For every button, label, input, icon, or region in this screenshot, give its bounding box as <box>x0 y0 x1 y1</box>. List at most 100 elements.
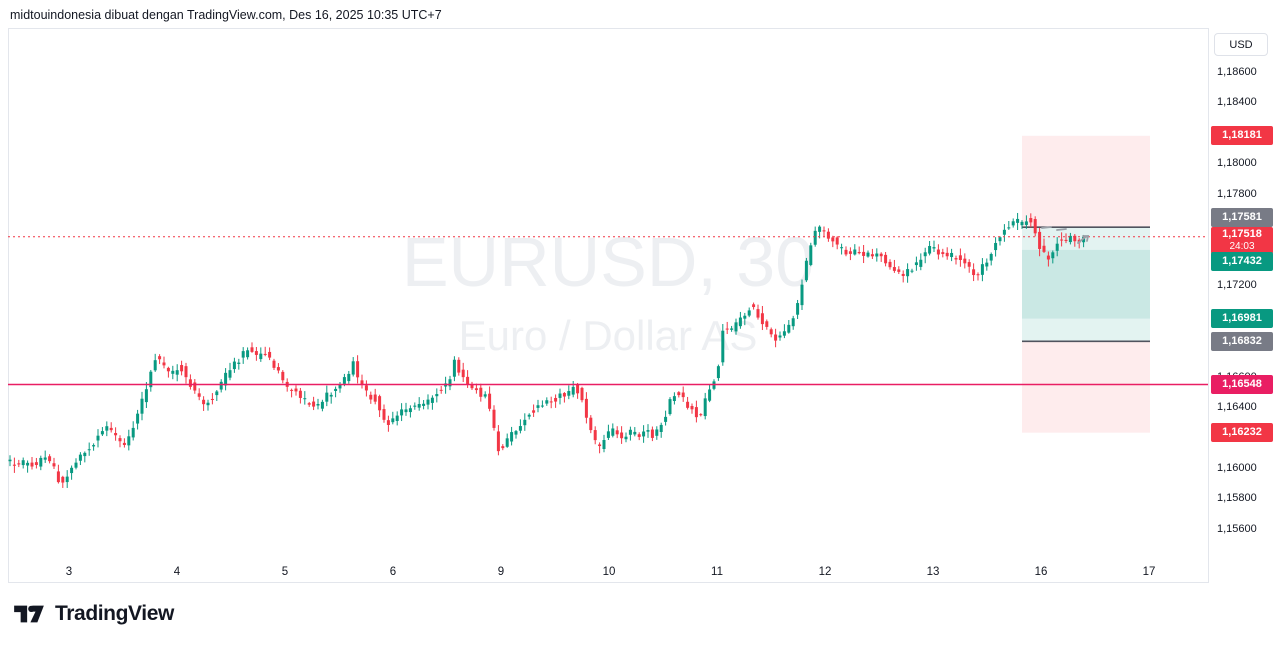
candle-body <box>611 428 615 436</box>
candle-body <box>100 431 104 435</box>
currency-toggle-button[interactable]: USD <box>1214 33 1268 56</box>
candle-body <box>716 366 720 379</box>
price-badge-last-price: 1,17518 24:03 <box>1211 226 1273 254</box>
candle-body <box>523 419 527 426</box>
candle-body <box>703 398 707 417</box>
candle-body <box>373 394 377 402</box>
candles-layer[interactable] <box>8 212 1086 488</box>
candle-body <box>272 360 276 368</box>
candle-body <box>862 251 866 256</box>
candle-body <box>809 245 813 265</box>
candle-body <box>655 429 659 436</box>
candle-body <box>61 476 65 483</box>
price-tick: 1,18400 <box>1217 96 1257 109</box>
price-axis[interactable]: USD 1,18600 1,18400 1,18000 1,17800 1,17200 1… <box>1208 28 1273 583</box>
position-profit-zone-short[interactable] <box>1022 227 1150 319</box>
candle-body <box>180 365 184 372</box>
candle-body <box>1038 231 1042 249</box>
position-profit-zone-long[interactable] <box>1022 249 1150 342</box>
candle-body <box>936 249 940 255</box>
position-stop-zone-short[interactable] <box>1022 135 1150 228</box>
candle-body <box>127 436 131 446</box>
candle-body <box>474 388 478 391</box>
candle-body <box>756 309 760 318</box>
position-stop-zone-long[interactable] <box>1022 341 1150 433</box>
candle-body <box>646 430 650 432</box>
time-label: 6 <box>389 566 397 578</box>
candle-body <box>659 424 663 432</box>
candle-body <box>1082 236 1086 243</box>
time-label: 9 <box>497 566 505 578</box>
candle-body <box>730 328 734 330</box>
candle-body <box>479 387 483 397</box>
candlestick-chart[interactable] <box>8 28 1208 583</box>
candle-body <box>39 457 43 467</box>
candle-body <box>571 386 575 395</box>
candle-body <box>56 471 60 483</box>
candle-body <box>628 429 632 435</box>
candle-body <box>118 438 122 442</box>
candle-body <box>888 261 892 268</box>
candle-body <box>202 399 206 405</box>
candle-body <box>980 264 984 275</box>
candle-body <box>74 462 78 468</box>
price-badge-horizontal-line: 1,16548 <box>1211 375 1273 395</box>
candle-body <box>466 376 470 385</box>
candle-body <box>818 226 822 232</box>
drawing-scribble[interactable] <box>1082 235 1090 242</box>
candle-body <box>496 431 500 452</box>
drawing-scribble[interactable] <box>1056 228 1067 231</box>
candle-body <box>241 351 245 358</box>
candle-body <box>734 322 738 332</box>
candle-body <box>549 401 553 403</box>
candle-body <box>967 262 971 267</box>
candle-body <box>1033 219 1037 234</box>
candle-body <box>620 432 624 439</box>
candle-body <box>316 404 320 406</box>
candle-body <box>131 427 135 438</box>
candle-body <box>210 398 214 400</box>
price-tick: 1,15600 <box>1217 522 1257 535</box>
candle-body <box>488 393 492 409</box>
tradingview-logo[interactable]: TradingView <box>12 601 174 627</box>
candle-body <box>122 442 126 445</box>
candle-body <box>791 318 795 327</box>
candle-body <box>193 382 197 391</box>
price-badge-short-stop: 1,18181 <box>1211 126 1273 146</box>
candle-body <box>576 384 580 394</box>
candle-body <box>276 367 280 371</box>
candle-body <box>782 331 786 336</box>
candle-body <box>976 274 980 276</box>
candle-body <box>787 324 791 333</box>
candle-body <box>307 403 311 405</box>
candle-body <box>48 456 52 462</box>
candle-body <box>43 457 47 460</box>
candle-body <box>848 251 852 254</box>
price-badge-long-stop: 1,16232 <box>1211 423 1273 443</box>
candle-body <box>906 269 910 277</box>
candle-body <box>985 262 989 267</box>
candle-body <box>677 392 681 396</box>
candle-body <box>518 426 522 431</box>
time-label: 17 <box>1142 566 1156 578</box>
price-badge-short-target: 1,16981 <box>1211 309 1273 329</box>
candle-body <box>21 460 25 466</box>
time-axis[interactable]: 3 4 5 6 9 10 11 12 13 16 17 <box>8 28 1208 583</box>
candle-body <box>448 379 452 387</box>
candle-body <box>822 230 826 232</box>
candle-body <box>87 449 91 451</box>
candle-body <box>650 429 654 438</box>
candle-body <box>312 401 316 407</box>
candle-body <box>804 260 808 281</box>
candle-body <box>501 446 505 449</box>
candle-body <box>963 258 967 264</box>
candle-body <box>1029 218 1033 223</box>
candle-body <box>1002 229 1006 235</box>
candle-body <box>30 462 34 467</box>
candle-body <box>765 321 769 327</box>
drawing-scribble[interactable] <box>1041 226 1052 229</box>
candle-body <box>219 381 223 390</box>
candle-body <box>303 398 307 400</box>
candle-body <box>52 463 56 467</box>
candle-body <box>197 393 201 397</box>
